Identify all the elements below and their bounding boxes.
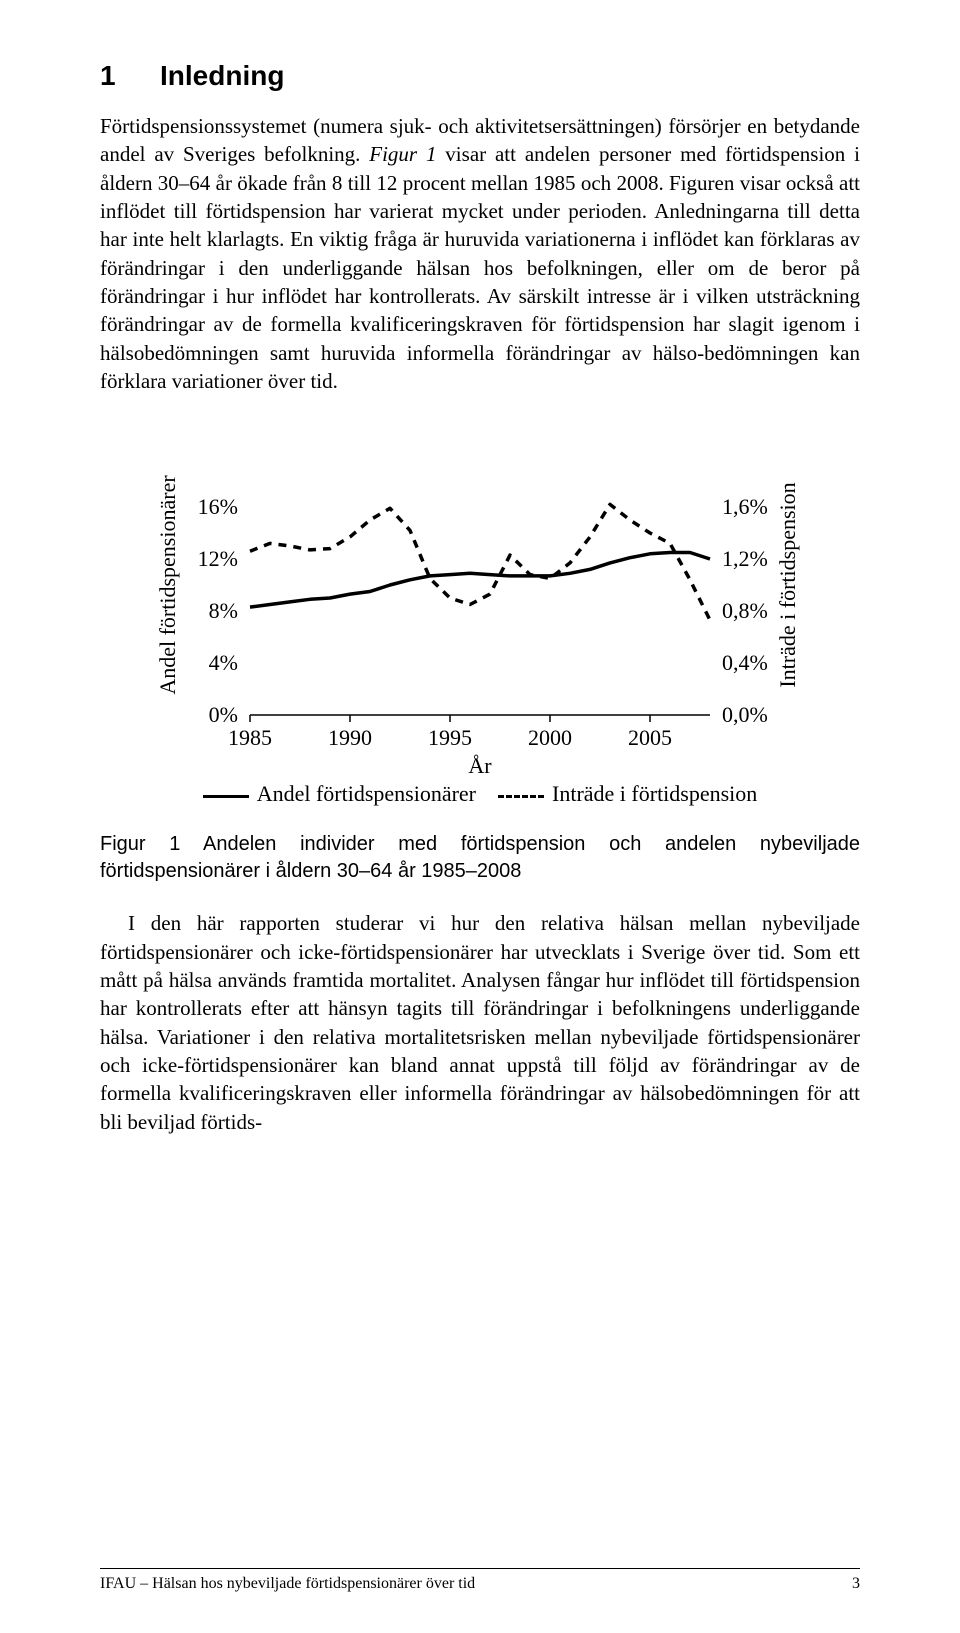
chart-legend: Andel förtidspensionärer Inträde i förti… (140, 779, 820, 807)
page-number: 3 (852, 1575, 860, 1593)
svg-text:12%: 12% (198, 546, 238, 571)
svg-text:2005: 2005 (628, 725, 672, 750)
paragraph-2: I den här rapporten studerar vi hur den … (100, 909, 860, 1136)
svg-text:0,4%: 0,4% (722, 650, 768, 675)
legend-label-2: Inträde i förtidspension (552, 781, 757, 806)
section-number: 1 (100, 60, 160, 92)
svg-text:0,0%: 0,0% (722, 702, 768, 727)
document-page: 1Inledning Förtidspensionssystemet (nume… (0, 0, 960, 1633)
legend-item-1: Andel förtidspensionärer (203, 781, 476, 807)
figure-caption: Figur 1 Andelen individer med förtidspen… (100, 831, 860, 885)
line-chart: 1985 1990 1995 2000 2005 År 0% 4% 8% 12% 16% 0,0% 0,… (140, 435, 820, 775)
paragraph-1: Förtidspensionssystemet (numera sjuk- oc… (100, 112, 860, 395)
svg-text:4%: 4% (209, 650, 238, 675)
svg-text:1,2%: 1,2% (722, 546, 768, 571)
svg-text:0,8%: 0,8% (722, 598, 768, 623)
svg-text:1,6%: 1,6% (722, 494, 768, 519)
svg-text:Andel förtidspensionärer: Andel förtidspensionärer (155, 475, 180, 695)
page-footer: IFAU – Hälsan hos nybeviljade förtidspen… (100, 1568, 860, 1593)
section-heading: 1Inledning (100, 60, 860, 92)
footer-text: IFAU – Hälsan hos nybeviljade förtidspen… (100, 1575, 475, 1593)
figure-ref: Figur 1 (369, 142, 436, 166)
svg-text:2000: 2000 (528, 725, 572, 750)
chart-container: 1985 1990 1995 2000 2005 År 0% 4% 8% 12% 16% 0,0% 0,… (140, 435, 820, 807)
svg-text:Inträde i förtidspension: Inträde i förtidspension (775, 483, 800, 688)
legend-line-solid-icon (203, 795, 249, 798)
paragraph-1-b: visar att andelen personer med förtidspe… (100, 142, 860, 393)
legend-item-2: Inträde i förtidspension (498, 781, 757, 807)
legend-label-1: Andel förtidspensionärer (257, 781, 476, 806)
section-title: Inledning (160, 60, 284, 91)
svg-text:1990: 1990 (328, 725, 372, 750)
svg-text:0%: 0% (209, 702, 238, 727)
legend-line-dashed-icon (498, 795, 544, 798)
svg-text:1985: 1985 (228, 725, 272, 750)
svg-text:1995: 1995 (428, 725, 472, 750)
svg-text:16%: 16% (198, 494, 238, 519)
svg-text:År: År (468, 753, 492, 775)
svg-text:8%: 8% (209, 598, 238, 623)
